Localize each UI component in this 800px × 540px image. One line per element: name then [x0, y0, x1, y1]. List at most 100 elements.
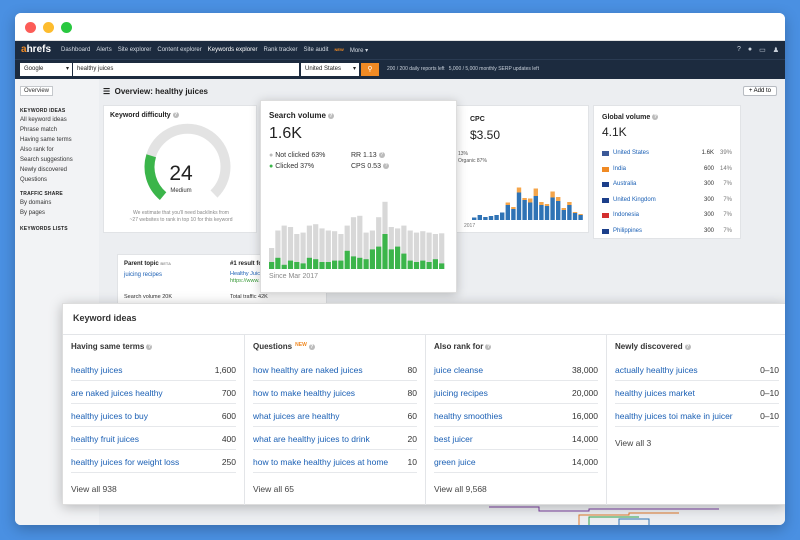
- cpc-bar-organic: [488, 216, 494, 220]
- gv-country[interactable]: India: [613, 165, 627, 172]
- ki-row: how healthy are naked juices 80: [253, 359, 417, 381]
- gv-card: Global volume? 4.1K United States 1.6K 39%…: [593, 105, 741, 239]
- help-icon[interactable]: ?: [382, 163, 389, 170]
- ki-column-header[interactable]: Also rank for?: [434, 342, 492, 351]
- nav-item[interactable]: Rank tracker: [263, 47, 298, 53]
- ki-keyword-link[interactable]: healthy juices market: [615, 387, 695, 398]
- ki-keyword-link[interactable]: juicing recipes: [434, 387, 488, 398]
- country-select[interactable]: United States ▾: [301, 63, 359, 76]
- ahrefs-logo[interactable]: ahrefs: [21, 44, 51, 55]
- user-icon[interactable]: ♟: [772, 47, 779, 54]
- ki-keyword-link[interactable]: juice cleanse: [434, 364, 484, 375]
- gv-row: Australia 300 7%: [602, 181, 732, 187]
- help-icon[interactable]: ?: [736, 46, 741, 53]
- ki-keyword-link[interactable]: healthy juices to buy: [71, 410, 149, 421]
- sidebar-item[interactable]: Phrase match: [20, 127, 58, 133]
- sidebar-heading-keyword-lists[interactable]: KEYWORDS LISTS: [20, 226, 68, 232]
- gv-value: 4.1K: [602, 125, 627, 139]
- sidebar-item[interactable]: By domains: [20, 200, 52, 206]
- grey-dot-icon: ●: [269, 152, 274, 159]
- ki-keyword-link[interactable]: how to make healthy juices: [253, 387, 356, 398]
- ki-keyword-link[interactable]: healthy smoothies: [434, 410, 503, 421]
- ki-keyword-link[interactable]: actually healthy juices: [615, 364, 698, 375]
- nav-item[interactable]: Dashboard: [61, 47, 91, 53]
- hamburger-icon[interactable]: ☰: [103, 87, 111, 96]
- gv-country[interactable]: Philippines: [613, 227, 643, 234]
- bell-icon[interactable]: ●: [747, 46, 753, 53]
- help-icon[interactable]: ?: [485, 343, 492, 350]
- sv-bar-clicked: [420, 260, 426, 269]
- gv-country[interactable]: Indonesia: [613, 212, 640, 218]
- ki-keyword-link[interactable]: healthy juices: [71, 364, 123, 375]
- ki-view-all-link[interactable]: View all 9,568: [434, 484, 487, 494]
- ki-view-all-link[interactable]: View all 3: [615, 438, 652, 448]
- ki-column: Having same terms? healthy juices 1,600 are…: [63, 334, 245, 505]
- ki-keyword-link[interactable]: healthy juices toi make in juicer: [615, 410, 733, 421]
- nav-item[interactable]: More ▾: [349, 48, 369, 54]
- ki-column-header[interactable]: Newly discovered?: [615, 342, 691, 351]
- help-icon[interactable]: ?: [172, 112, 179, 119]
- ki-keyword-link[interactable]: how healthy are naked juices: [253, 364, 363, 375]
- help-icon[interactable]: ?: [308, 343, 315, 350]
- ki-row: juicing recipes 20,000: [434, 382, 598, 404]
- sidebar-overview[interactable]: Overview: [20, 86, 54, 96]
- nav-item[interactable]: Keywords explorer: [207, 47, 258, 53]
- help-icon[interactable]: ?: [378, 152, 385, 159]
- flag-icon: [602, 228, 609, 234]
- ki-view-all-link[interactable]: View all 938: [71, 484, 117, 494]
- sv-bar-not-clicked: [426, 232, 432, 269]
- sv-bar-not-clicked: [300, 232, 306, 269]
- ki-row: healthy smoothies 16,000: [434, 405, 598, 427]
- cpc-title: CPC: [470, 116, 485, 123]
- ki-keyword-link[interactable]: are naked juices healthy: [71, 387, 163, 398]
- minimize-dot[interactable]: [43, 22, 54, 33]
- nav-item[interactable]: Site explorer: [117, 47, 152, 53]
- gv-country[interactable]: United States: [613, 150, 650, 156]
- sidebar-item[interactable]: Search suggestions: [20, 157, 73, 163]
- close-dot[interactable]: [25, 22, 36, 33]
- help-icon[interactable]: ?: [652, 114, 659, 121]
- ki-keyword-link[interactable]: green juice: [434, 456, 476, 467]
- ki-keyword-link[interactable]: what are healthy juices to drink: [253, 433, 370, 444]
- new-badge: NEW: [295, 342, 307, 348]
- sidebar-item[interactable]: Questions: [20, 177, 48, 183]
- ki-column-header[interactable]: Questions NEW?: [253, 342, 315, 351]
- monitor-icon[interactable]: ▭: [759, 47, 766, 54]
- ki-keyword-link[interactable]: healthy juices for weight loss: [71, 456, 180, 467]
- add-to-button[interactable]: + Add to: [742, 86, 777, 96]
- sidebar-item[interactable]: All keyword ideas: [20, 117, 67, 123]
- search-button[interactable]: ⚲: [361, 63, 379, 76]
- ki-keyword-link[interactable]: best juicer: [434, 433, 473, 444]
- sidebar-item[interactable]: Having same terms: [20, 137, 72, 143]
- nav-item[interactable]: Content explorer: [157, 47, 202, 53]
- help-icon[interactable]: ?: [684, 343, 691, 350]
- ki-column-header[interactable]: Having same terms?: [71, 342, 153, 351]
- ki-keyword-link[interactable]: healthy fruit juices: [71, 433, 140, 444]
- help-icon[interactable]: ?: [146, 343, 153, 350]
- sidebar-item[interactable]: Newly discovered: [20, 167, 68, 173]
- gv-country[interactable]: Australia: [613, 181, 637, 187]
- sv-bar-clicked: [432, 259, 438, 269]
- ki-keyword-link[interactable]: how to make healthy juices at home: [253, 456, 389, 467]
- engine-select[interactable]: Google ▾: [20, 63, 72, 76]
- parent-link[interactable]: juicing recipes: [124, 272, 163, 278]
- sv-value: 1.6K: [269, 125, 302, 142]
- nav-item[interactable]: Alerts: [96, 47, 112, 53]
- ki-row: what juices are healthy 60: [253, 405, 417, 427]
- ki-view-all-link[interactable]: View all 65: [253, 484, 294, 494]
- maximize-dot[interactable]: [61, 22, 72, 33]
- sidebar-item[interactable]: By pages: [20, 210, 46, 216]
- country-value: United States: [305, 66, 342, 72]
- result-link[interactable]: Healthy Juice Cl: [230, 271, 270, 277]
- search-input[interactable]: healthy juices: [73, 63, 299, 76]
- gv-row: Indonesia 300 7%: [602, 212, 732, 218]
- ki-keyword-link[interactable]: what juices are healthy: [253, 410, 340, 421]
- nav-item[interactable]: Site audit: [303, 47, 329, 53]
- sidebar-item[interactable]: Also rank for: [20, 147, 54, 153]
- sv-bar-clicked: [401, 253, 407, 269]
- gv-volume: 300: [703, 181, 714, 187]
- gv-country[interactable]: United Kingdom: [613, 196, 656, 203]
- ki-row: are naked juices healthy 700: [71, 382, 236, 404]
- sv-title-text: Search volume: [269, 111, 326, 120]
- help-icon[interactable]: ?: [327, 112, 334, 119]
